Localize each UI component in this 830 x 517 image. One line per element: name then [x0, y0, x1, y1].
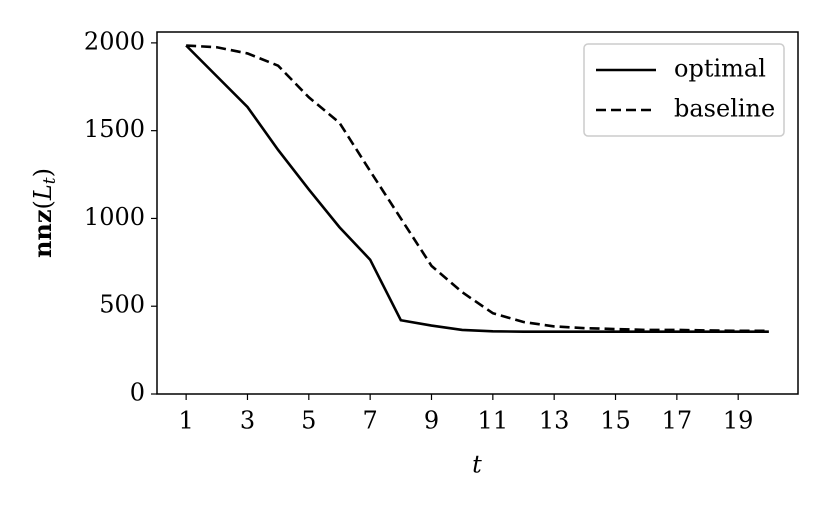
y-tick-label: 1500 — [84, 115, 145, 143]
x-tick-label: 9 — [424, 407, 439, 435]
legend-box — [583, 43, 785, 137]
y-axis-label: nnz(Lt) — [28, 168, 60, 258]
x-tick-label: 5 — [301, 407, 316, 435]
x-tick-label: 17 — [662, 407, 693, 435]
x-tick-label: 11 — [478, 407, 509, 435]
y-label-part: ( — [29, 200, 57, 209]
y-tick-label: 2000 — [84, 27, 145, 55]
x-tick-label: 3 — [240, 407, 255, 435]
x-tick-label: 19 — [723, 407, 754, 435]
y-tick-label: 0 — [130, 379, 145, 407]
y-tick-label: 1000 — [84, 203, 145, 231]
legend-label: optimal — [674, 55, 766, 83]
y-label-part: L — [29, 184, 57, 201]
y-label-part: nnz — [28, 210, 57, 259]
x-tick-label: 1 — [178, 407, 193, 435]
x-axis-label: t — [472, 451, 482, 479]
x-tick-label: 7 — [363, 407, 378, 435]
x-tick-label: 13 — [539, 407, 570, 435]
y-tick-label: 500 — [99, 291, 145, 319]
y-label-part: ) — [29, 168, 57, 177]
y-label-part: t — [40, 177, 60, 184]
data-line — [185, 44, 769, 333]
legend-label: baseline — [674, 95, 775, 123]
x-tick-label: 15 — [600, 407, 631, 435]
plot-frame — [156, 31, 799, 395]
data-line — [186, 44, 769, 333]
